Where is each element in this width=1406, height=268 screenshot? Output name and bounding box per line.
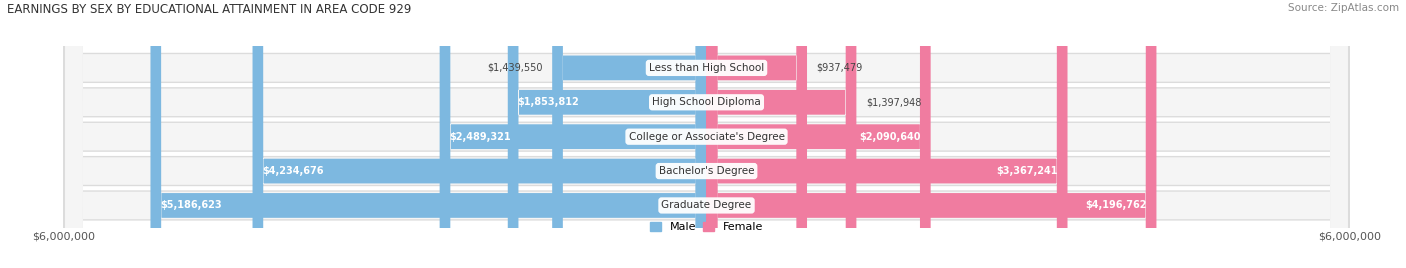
Legend: Male, Female: Male, Female	[645, 218, 768, 237]
FancyBboxPatch shape	[707, 0, 931, 268]
FancyBboxPatch shape	[707, 0, 807, 268]
Text: $2,489,321: $2,489,321	[450, 132, 510, 142]
FancyBboxPatch shape	[508, 0, 707, 268]
Text: College or Associate's Degree: College or Associate's Degree	[628, 132, 785, 142]
Text: $1,397,948: $1,397,948	[866, 97, 921, 107]
FancyBboxPatch shape	[440, 0, 707, 268]
FancyBboxPatch shape	[707, 0, 1157, 268]
FancyBboxPatch shape	[707, 0, 856, 268]
Text: $1,853,812: $1,853,812	[517, 97, 579, 107]
FancyBboxPatch shape	[707, 0, 1067, 268]
FancyBboxPatch shape	[66, 0, 1347, 268]
FancyBboxPatch shape	[553, 0, 707, 268]
Text: $4,234,676: $4,234,676	[262, 166, 323, 176]
Text: $3,367,241: $3,367,241	[997, 166, 1057, 176]
FancyBboxPatch shape	[63, 0, 1350, 268]
Text: $1,439,550: $1,439,550	[486, 63, 543, 73]
FancyBboxPatch shape	[63, 0, 1350, 268]
Text: Bachelor's Degree: Bachelor's Degree	[659, 166, 754, 176]
Text: Graduate Degree: Graduate Degree	[661, 200, 752, 210]
FancyBboxPatch shape	[63, 0, 1350, 268]
Text: $5,186,623: $5,186,623	[160, 200, 222, 210]
Text: High School Diploma: High School Diploma	[652, 97, 761, 107]
FancyBboxPatch shape	[66, 0, 1347, 268]
FancyBboxPatch shape	[66, 0, 1347, 268]
Text: Less than High School: Less than High School	[650, 63, 763, 73]
Text: Source: ZipAtlas.com: Source: ZipAtlas.com	[1288, 3, 1399, 13]
Text: EARNINGS BY SEX BY EDUCATIONAL ATTAINMENT IN AREA CODE 929: EARNINGS BY SEX BY EDUCATIONAL ATTAINMEN…	[7, 3, 412, 16]
FancyBboxPatch shape	[253, 0, 707, 268]
FancyBboxPatch shape	[63, 0, 1350, 268]
Text: $4,196,762: $4,196,762	[1085, 200, 1147, 210]
Text: $2,090,640: $2,090,640	[859, 132, 921, 142]
FancyBboxPatch shape	[63, 0, 1350, 268]
FancyBboxPatch shape	[150, 0, 707, 268]
FancyBboxPatch shape	[66, 0, 1347, 268]
Text: $937,479: $937,479	[817, 63, 863, 73]
FancyBboxPatch shape	[66, 0, 1347, 268]
